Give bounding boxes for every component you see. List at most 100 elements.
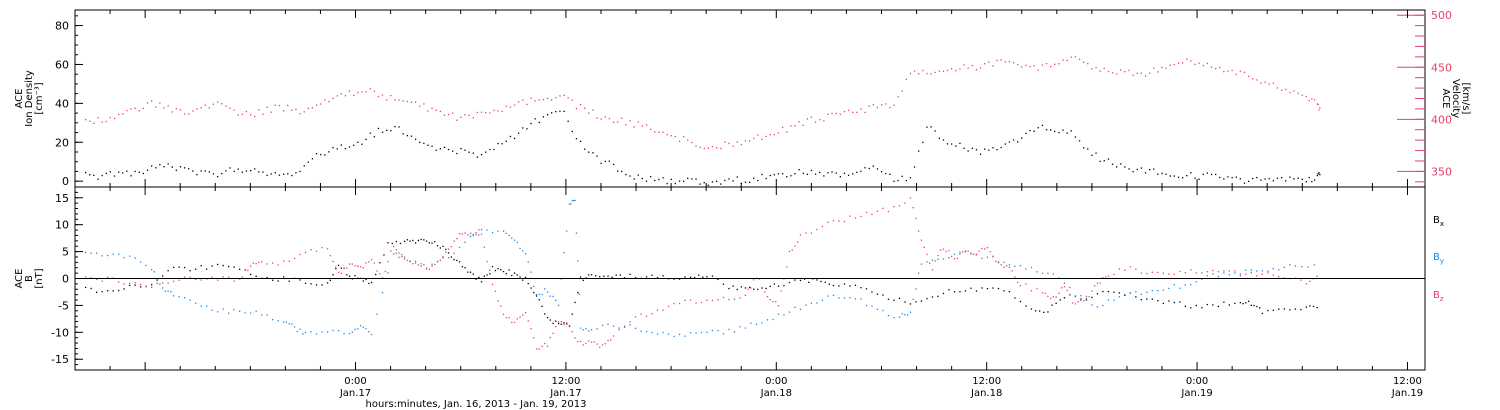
data-point bbox=[1099, 160, 1101, 162]
data-point bbox=[986, 256, 989, 258]
data-point bbox=[887, 210, 890, 213]
data-point bbox=[997, 261, 1000, 263]
data-point bbox=[252, 262, 254, 264]
data-point bbox=[138, 110, 140, 112]
data-point bbox=[403, 240, 406, 242]
data-point bbox=[1149, 72, 1151, 74]
data-point bbox=[337, 271, 340, 273]
data-point bbox=[340, 144, 342, 146]
data-point bbox=[233, 308, 235, 311]
data-point bbox=[893, 206, 895, 208]
data-point bbox=[326, 331, 329, 333]
data-point bbox=[880, 104, 883, 106]
data-point bbox=[151, 284, 153, 286]
data-point bbox=[142, 107, 144, 109]
data-point bbox=[674, 135, 676, 138]
data-point bbox=[728, 298, 730, 301]
data-point bbox=[563, 252, 565, 254]
data-point bbox=[303, 165, 305, 167]
data-point bbox=[167, 290, 169, 292]
data-point bbox=[522, 279, 524, 281]
data-point bbox=[1014, 276, 1016, 278]
data-point bbox=[467, 234, 469, 236]
data-point bbox=[634, 277, 637, 279]
data-point bbox=[1245, 269, 1247, 271]
data-point bbox=[568, 325, 571, 327]
data-point bbox=[247, 269, 249, 271]
data-point bbox=[810, 302, 813, 304]
data-point bbox=[146, 169, 149, 171]
data-point bbox=[757, 288, 759, 290]
data-point bbox=[491, 283, 494, 286]
data-point bbox=[184, 297, 186, 299]
data-point bbox=[1219, 176, 1221, 179]
data-point bbox=[250, 114, 252, 116]
data-point bbox=[559, 95, 561, 97]
data-point bbox=[1157, 300, 1159, 302]
data-point bbox=[126, 170, 128, 172]
data-point bbox=[937, 295, 939, 297]
data-point bbox=[930, 73, 932, 75]
data-point bbox=[971, 65, 973, 67]
data-point bbox=[299, 253, 301, 256]
data-point bbox=[816, 279, 818, 281]
data-point bbox=[101, 121, 103, 123]
data-point bbox=[480, 233, 483, 235]
data-point bbox=[625, 124, 627, 126]
data-point bbox=[386, 99, 388, 101]
data-point bbox=[1074, 136, 1077, 138]
data-point bbox=[409, 261, 411, 263]
data-point bbox=[1272, 268, 1274, 270]
data-point bbox=[1103, 67, 1105, 70]
data-point bbox=[1025, 305, 1027, 307]
data-point bbox=[1256, 305, 1258, 308]
data-point bbox=[783, 314, 785, 316]
data-point bbox=[847, 109, 850, 112]
data-point bbox=[699, 146, 701, 148]
data-point bbox=[353, 144, 355, 146]
data-point bbox=[621, 117, 623, 119]
data-point bbox=[461, 266, 463, 268]
data-point bbox=[126, 110, 128, 112]
data-point bbox=[1157, 271, 1159, 274]
data-point bbox=[1063, 297, 1066, 299]
data-point bbox=[1146, 291, 1148, 293]
data-point bbox=[651, 274, 653, 276]
data-point bbox=[953, 258, 956, 260]
data-point bbox=[1179, 287, 1181, 289]
data-point bbox=[1179, 270, 1181, 273]
data-point bbox=[1307, 266, 1309, 268]
data-point bbox=[1054, 130, 1056, 133]
data-point bbox=[694, 277, 696, 279]
data-point bbox=[992, 147, 994, 149]
data-point bbox=[959, 142, 961, 144]
data-point bbox=[285, 321, 287, 323]
data-point bbox=[431, 242, 433, 244]
data-point bbox=[600, 118, 602, 120]
data-point bbox=[1135, 296, 1137, 298]
data-point bbox=[555, 299, 557, 301]
data-point bbox=[156, 279, 158, 281]
data-point bbox=[843, 110, 846, 113]
data-point bbox=[1041, 124, 1044, 127]
data-point bbox=[1161, 172, 1163, 175]
data-point bbox=[607, 323, 609, 325]
data-point bbox=[810, 116, 813, 118]
data-point bbox=[1173, 284, 1175, 286]
data-point bbox=[414, 101, 417, 103]
legend-entry-main: B bbox=[1433, 290, 1440, 301]
data-point bbox=[118, 281, 120, 283]
data-point bbox=[1088, 296, 1090, 298]
data-point bbox=[1289, 264, 1291, 266]
data-point bbox=[549, 336, 551, 339]
data-point bbox=[666, 183, 668, 185]
data-point bbox=[1182, 62, 1184, 64]
data-point bbox=[1069, 286, 1071, 289]
data-point bbox=[1099, 70, 1101, 72]
data-point bbox=[118, 113, 120, 116]
data-point bbox=[689, 299, 692, 301]
data-point bbox=[838, 297, 840, 299]
data-point bbox=[469, 232, 472, 234]
data-point bbox=[1272, 82, 1274, 84]
data-point bbox=[645, 180, 648, 182]
